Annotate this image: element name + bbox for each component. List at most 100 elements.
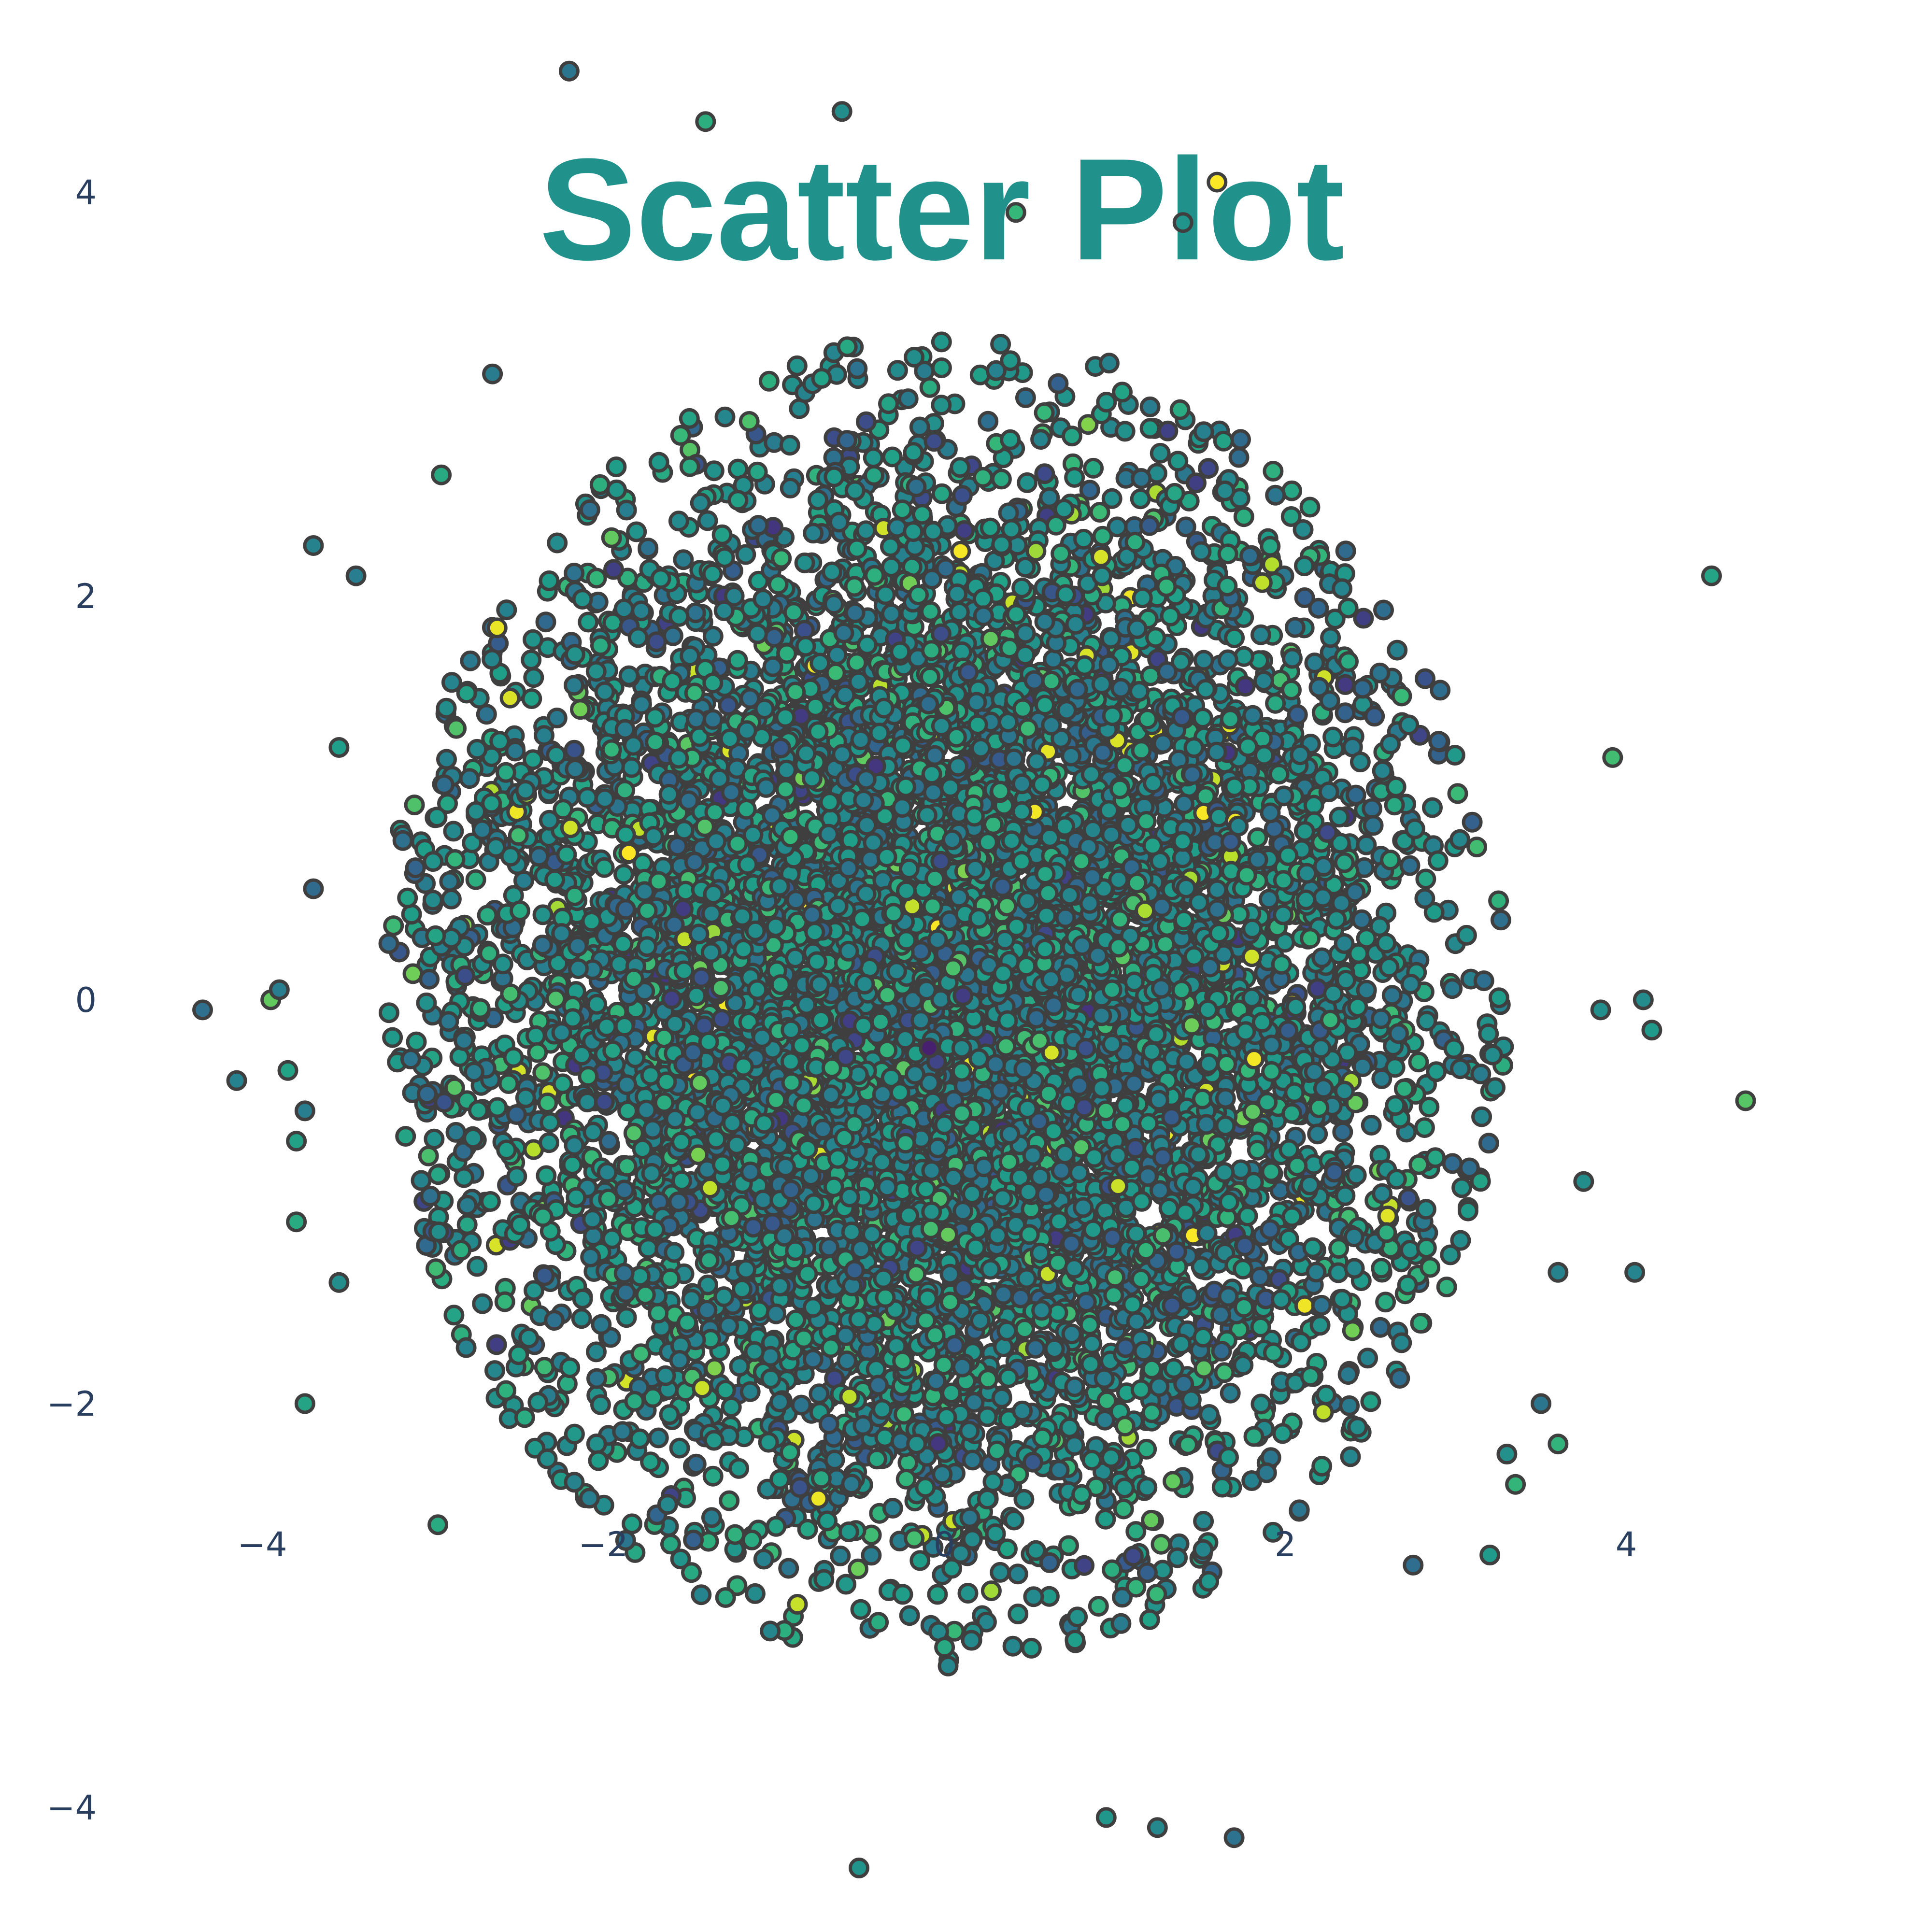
scatter-point: [436, 749, 457, 770]
scatter-point: [739, 1381, 761, 1402]
scatter-point: [496, 599, 517, 621]
scatter-point: [1447, 783, 1468, 804]
scatter-point: [747, 461, 768, 483]
scatter-point: [1150, 442, 1171, 464]
scatter-point: [400, 1049, 421, 1070]
scatter-point: [586, 1433, 607, 1454]
scatter-point: [1419, 1096, 1440, 1118]
scatter-point: [990, 334, 1011, 355]
scatter-point: [1233, 1354, 1254, 1376]
scatter-point: [882, 1498, 903, 1519]
scatter-point: [881, 603, 902, 625]
scatter-point: [919, 377, 940, 398]
scatter-point: [1058, 1535, 1079, 1556]
scatter-point: [1079, 480, 1100, 501]
scatter-point: [1125, 1521, 1147, 1542]
scatter-point: [1281, 480, 1303, 501]
scatter-point: [726, 1575, 748, 1596]
scatter-point: [518, 1327, 540, 1349]
scatter-point: [436, 697, 457, 719]
scatter-point: [927, 1584, 948, 1605]
scatter-point: [1213, 430, 1234, 452]
scatter-point: [1308, 597, 1329, 619]
scatter-point: [1328, 1238, 1350, 1259]
scatter-point: [1335, 702, 1356, 724]
scatter-point: [535, 611, 556, 633]
scatter-point: [861, 1545, 882, 1566]
scatter-point: [1141, 1509, 1162, 1531]
scatter-point: [1391, 1332, 1412, 1353]
scatter-point: [484, 1360, 505, 1381]
scatter-point: [486, 1334, 507, 1355]
scatter-point: [1373, 599, 1394, 621]
scatter-point: [1260, 536, 1281, 557]
scatter-point: [1430, 680, 1451, 701]
scatter-point: [1279, 1139, 1300, 1160]
scatter-point: [1324, 609, 1346, 629]
scatter-point: [420, 1185, 441, 1207]
scatter-point: [406, 1031, 427, 1052]
scatter-point: [780, 1442, 800, 1463]
scatter-point: [1021, 1637, 1042, 1659]
scatter-point: [868, 1612, 889, 1633]
scatter-point: [950, 540, 971, 562]
scatter-point: [498, 1073, 519, 1094]
scatter-point: [1450, 1230, 1471, 1251]
scatter-point: [571, 1308, 592, 1329]
scatter-point: [931, 331, 952, 353]
scatter-point: [669, 1437, 690, 1459]
scatter-point: [472, 1293, 493, 1314]
scatter-point: [980, 1580, 1002, 1602]
scatter-point: [1199, 1404, 1220, 1425]
scatter-point: [1008, 1604, 1029, 1624]
scatter-point: [1013, 1489, 1035, 1510]
scatter-point: [383, 915, 404, 937]
scatter-point: [1193, 1539, 1214, 1560]
scatter-point: [1362, 798, 1383, 819]
scatter-point: [433, 774, 455, 796]
scatter-point: [1356, 834, 1377, 855]
scatter-point: [1294, 587, 1315, 608]
scatter-point: [704, 1358, 725, 1379]
scatter-point: [395, 1126, 416, 1147]
scatter-point: [711, 524, 733, 545]
scatter-point: [439, 871, 460, 892]
scatter-point: [443, 1305, 465, 1326]
scatter-point: [685, 1453, 707, 1475]
scatter-point: [904, 347, 925, 368]
scatter-point: [1415, 868, 1436, 890]
scatter-point: [887, 360, 908, 381]
scatter-point: [1356, 980, 1377, 1001]
scatter-point: [1361, 1115, 1382, 1136]
scatter-point: [1488, 987, 1509, 1009]
scatter-point: [1088, 1596, 1109, 1617]
scatter-point: [508, 1344, 529, 1365]
scatter-point: [1280, 506, 1302, 527]
scatter-point: [721, 1396, 742, 1418]
scatter-point: [1340, 1446, 1361, 1467]
scatter-point: [1265, 484, 1286, 506]
scatter-point: [1364, 706, 1385, 727]
scatter-point: [467, 1256, 488, 1277]
scatter-point: [998, 502, 1019, 524]
scatter-point: [1471, 1106, 1492, 1127]
scatter-point: [591, 1314, 612, 1335]
scatter-point: [416, 1083, 438, 1105]
scatter-point: [1351, 909, 1372, 930]
scatter-point: [1230, 429, 1251, 450]
points-layer: [192, 60, 1756, 1878]
scatter-point: [616, 499, 637, 521]
scatter-point: [523, 667, 544, 688]
scatter-point: [1335, 540, 1356, 562]
scatter-point: [719, 1490, 740, 1511]
scatter-point: [1214, 1362, 1235, 1383]
scatter-point: [668, 511, 689, 532]
scatter-point: [864, 465, 884, 486]
scatter-point: [1113, 1498, 1134, 1520]
scatter-point: [1110, 1613, 1132, 1634]
scatter-point: [1293, 519, 1314, 540]
scatter-point: [904, 1528, 925, 1549]
scatter-point: [673, 549, 694, 570]
